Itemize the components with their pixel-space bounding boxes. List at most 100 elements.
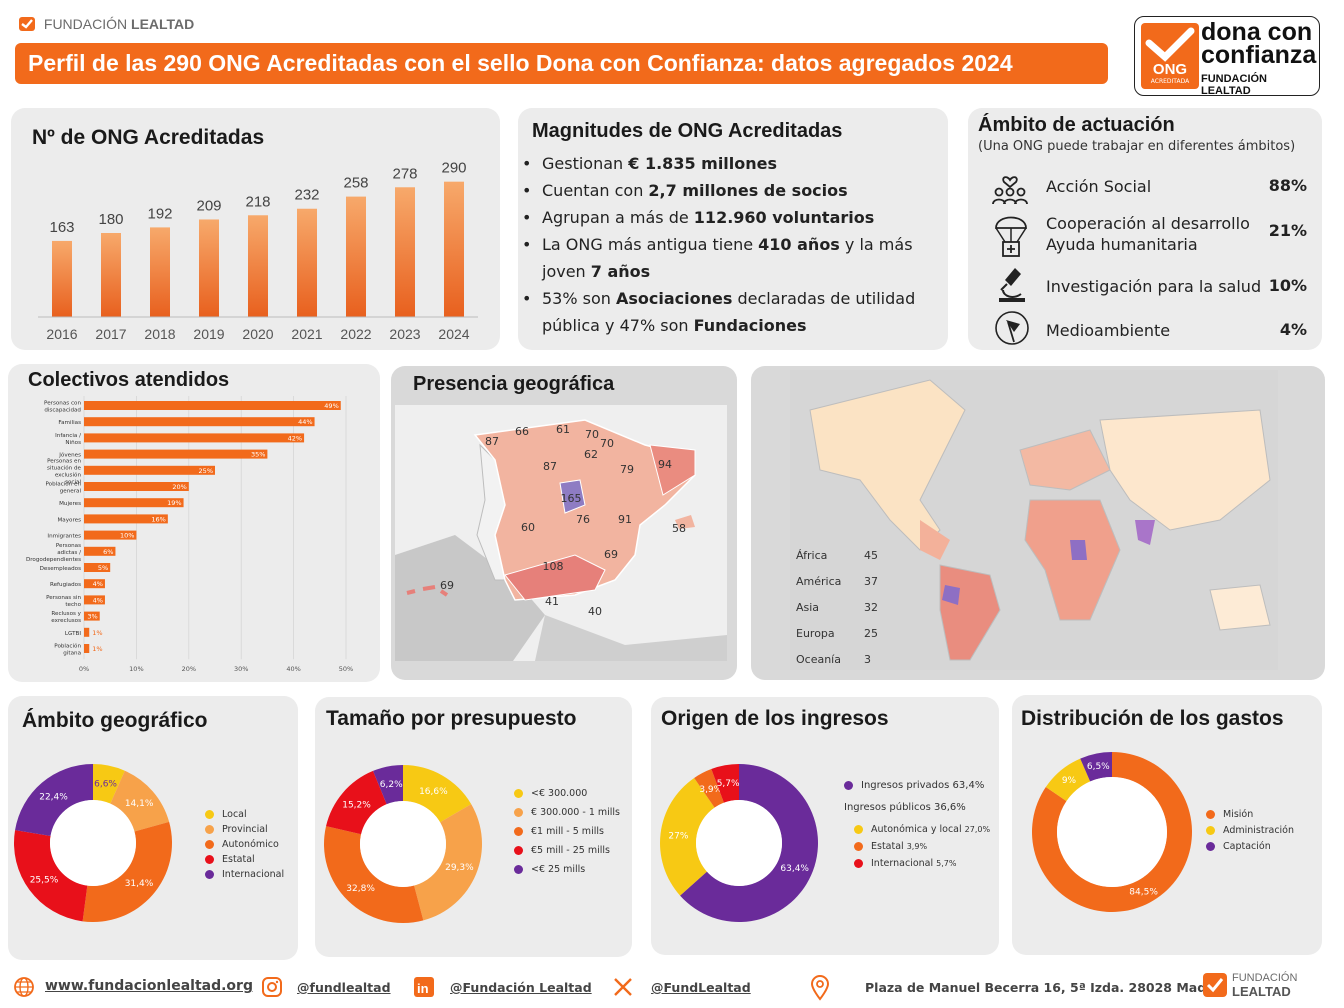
legend-dot [1206, 842, 1215, 851]
region-value: 32 [864, 601, 878, 614]
donut-label: 27% [668, 832, 688, 842]
bar-category-2021: 2021 [291, 326, 322, 342]
donut-slice [414, 804, 482, 921]
hbar-label: Infancia / [55, 433, 81, 439]
legend-dot [514, 827, 523, 836]
region-row: Oceanía 3 [796, 653, 871, 666]
community-heart-icon [992, 176, 1028, 205]
donut-slice [1032, 752, 1192, 912]
bar-category-2019: 2019 [193, 326, 224, 342]
donut-label: 5,7% [717, 779, 740, 789]
donut-label: 29,3% [445, 863, 474, 873]
magnitude-item: Gestionan € 1.835 millones [522, 150, 932, 177]
magnitude-mid: y la más joven [542, 235, 913, 281]
globe-icon [14, 977, 34, 997]
spain-region-value: 66 [515, 425, 529, 438]
colectivos-panel [8, 364, 380, 682]
spain-region-value: 87 [543, 460, 557, 473]
india [1135, 520, 1155, 545]
hbar [84, 401, 341, 410]
donut-slice [13, 830, 88, 922]
ambito-pct-2: 21% [1268, 221, 1307, 240]
hbar [84, 417, 315, 427]
tick-label: 40% [286, 665, 300, 672]
footer-x-link[interactable]: @FundLealtad [651, 980, 751, 995]
hbar-value: 49% [324, 402, 338, 410]
spain-region-value: 62 [584, 448, 598, 461]
linkedin-icon: in [414, 977, 434, 997]
legend-label: Autonómica y local [871, 824, 965, 835]
legend-item: Provincial [205, 824, 268, 835]
ambito-row-investigacion: Investigación para la salud 10% [985, 264, 1313, 306]
hbar-label: Personas sin [46, 595, 81, 601]
region-baleares [675, 515, 695, 529]
spain-region-value: 76 [576, 513, 590, 526]
legend-label: Local [222, 809, 247, 820]
acreditadas-title: Nº de ONG Acreditadas [32, 126, 265, 149]
hbar [84, 530, 137, 540]
ambito-label-2b: Ayuda humanitaria [1046, 235, 1198, 254]
footer-web-link[interactable]: www.fundacionlealtad.org [45, 978, 253, 994]
magnitude-b1: € 1.835 millones [628, 154, 778, 173]
bar-2021 [297, 208, 317, 317]
hbar-label: social [65, 479, 81, 485]
legend-value: 27,0% [964, 825, 991, 834]
footer-instagram-text: @fundlealtad [297, 980, 391, 995]
legend-label: Estatal [871, 841, 907, 852]
land-portugal-africa [395, 535, 545, 661]
footer-instagram-link[interactable]: @fundlealtad [297, 980, 391, 995]
hbar-value: 20% [172, 483, 186, 491]
region-value: 3 [864, 653, 871, 666]
presencia-title: Presencia geográfica [413, 373, 615, 395]
bar-value-2022: 258 [343, 175, 368, 192]
legend-label: Administración [1223, 825, 1295, 836]
spain-region-value: 60 [521, 521, 535, 534]
donut-label: 14,1% [125, 799, 154, 809]
hbar-value: 25% [199, 467, 213, 475]
legend-dot [205, 810, 214, 819]
hbar [84, 644, 90, 653]
hbar-label: situación de [47, 464, 82, 471]
donut-label: 25,5% [30, 875, 59, 885]
legend-dot [1206, 810, 1215, 819]
spain-region-value: 58 [672, 522, 686, 535]
magnitude-item: La ONG más antigua tiene 410 años y la m… [522, 231, 932, 285]
hbar-label: Mayores [57, 517, 81, 523]
magnitudes-list: Gestionan € 1.835 millonesCuentan con 2,… [522, 150, 932, 339]
legend-privados: Ingresos privados 63,4% [844, 780, 984, 791]
hbar [84, 627, 90, 637]
ingresos-donut: 63,4% 27% 3,9%5,7% [660, 764, 818, 922]
donut-hole [696, 800, 782, 886]
footer-linkedin-link[interactable]: @Fundación Lealtad [450, 980, 592, 995]
bar-category-2016: 2016 [46, 326, 77, 342]
legend-item: Administración [1206, 825, 1294, 836]
europe [1019, 429, 1111, 491]
donut-label: 16,6% [419, 787, 448, 797]
hbar-value: 4% [93, 596, 103, 604]
legend-item: Captación [1206, 841, 1271, 852]
donut-slice [93, 764, 125, 804]
hbar-label: gitana [63, 651, 81, 657]
donut-slice [15, 764, 93, 837]
donut-label: 3,9% [699, 785, 722, 795]
spain-region-value: 40 [588, 605, 602, 618]
hbar-label: Jóvenes [58, 452, 81, 459]
oceania [1209, 584, 1271, 631]
ambito-row-cooperacion: Cooperación al desarrollo Ayuda humanita… [985, 210, 1313, 258]
gastos-donut: 84,5% 9% 6,5% [1032, 752, 1192, 912]
legend-publicos-value: 36,6% [934, 802, 966, 813]
bar-2017 [101, 233, 121, 317]
donut-hole [1057, 777, 1167, 887]
bar-category-2017: 2017 [95, 326, 126, 342]
magnitudes-title: Magnitudes de ONG Acreditadas [532, 120, 843, 142]
hbar-label: Mujeres [59, 501, 81, 507]
hbar-label: general [60, 489, 82, 495]
region-name: Europa [796, 627, 835, 640]
hbar-value: 5% [98, 564, 108, 572]
instagram-icon [262, 977, 282, 997]
presupuesto-title: Tamaño por presupuesto [326, 707, 577, 730]
badge-line1: dona con [1201, 18, 1313, 46]
magnitude-b1: 112.960 voluntarios [693, 208, 875, 227]
legend-label: Internacional [222, 869, 285, 880]
hbar-value: 42% [288, 434, 302, 442]
